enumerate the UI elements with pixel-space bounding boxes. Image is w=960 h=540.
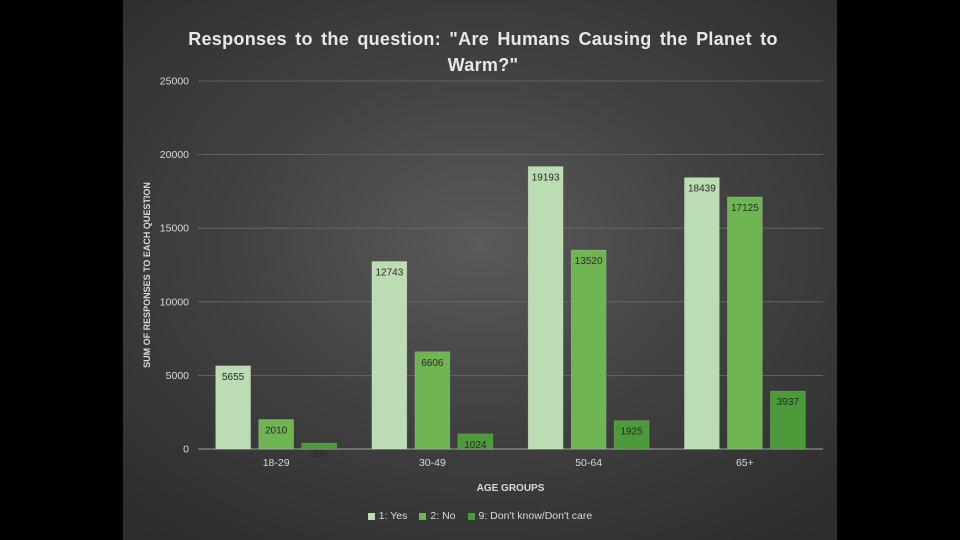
legend-item: 9: Don't know/Don't care	[467, 510, 593, 523]
data-label: 2010	[265, 425, 288, 436]
data-label: 5655	[222, 372, 245, 383]
data-label: 6606	[421, 358, 444, 369]
bar	[770, 390, 806, 450]
legend-swatch	[419, 512, 427, 520]
y-tick-label: 25000	[160, 76, 189, 88]
bar	[727, 196, 763, 450]
chart-title: Responses to the question: "Are Humans C…	[188, 29, 778, 75]
data-label: 12743	[375, 267, 403, 278]
bar	[301, 442, 337, 450]
legend-swatch	[467, 512, 475, 520]
legend-label: 2: No	[430, 510, 456, 523]
x-tick-label: 30-49	[419, 457, 446, 469]
x-tick-label: 18-29	[263, 457, 290, 469]
data-label: 18439	[688, 184, 716, 195]
bar	[215, 365, 251, 450]
legend-item: 2: No	[419, 510, 456, 523]
x-tick-label: 65+	[736, 457, 754, 469]
bar	[570, 249, 607, 450]
legend-label: 1: Yes	[378, 510, 408, 523]
bar-chart: 0 5000 10000 15000 20000 25000 5655 2010 398 18-2…	[142, 76, 823, 494]
legend-item: 1: Yes	[367, 510, 408, 523]
y-tick-label: 15000	[160, 223, 189, 235]
data-label: 1925	[621, 427, 644, 438]
data-label: 19193	[532, 172, 560, 183]
data-label: 1024	[464, 440, 487, 451]
x-axis-title: AGE GROUPS	[477, 483, 545, 494]
data-label: 3937	[777, 397, 800, 408]
bar	[414, 351, 451, 450]
y-tick-label: 0	[183, 444, 189, 456]
y-tick-label: 10000	[160, 296, 189, 308]
data-label: 398	[311, 449, 328, 460]
y-axis-title: SUM OF RESPONSES TO EACH QUESTION	[142, 182, 152, 368]
bar	[527, 166, 564, 450]
legend-label: 9: Don't know/Don't care	[478, 510, 593, 523]
x-tick-label: 50-64	[575, 457, 602, 469]
bar	[258, 419, 294, 450]
bar	[684, 177, 720, 450]
legend-swatch	[367, 512, 375, 520]
y-tick-label: 20000	[160, 149, 189, 161]
y-tick-label: 5000	[166, 370, 190, 382]
bar	[613, 420, 650, 450]
data-label: 13520	[575, 256, 603, 267]
data-label: 17125	[731, 203, 759, 214]
slide-background: Responses to the question: "Are Humans C…	[123, 0, 837, 540]
bar	[457, 433, 494, 450]
bar	[371, 261, 408, 450]
chart-legend: 1: Yes 2: No 9: Don't know/Don't care	[123, 510, 837, 522]
